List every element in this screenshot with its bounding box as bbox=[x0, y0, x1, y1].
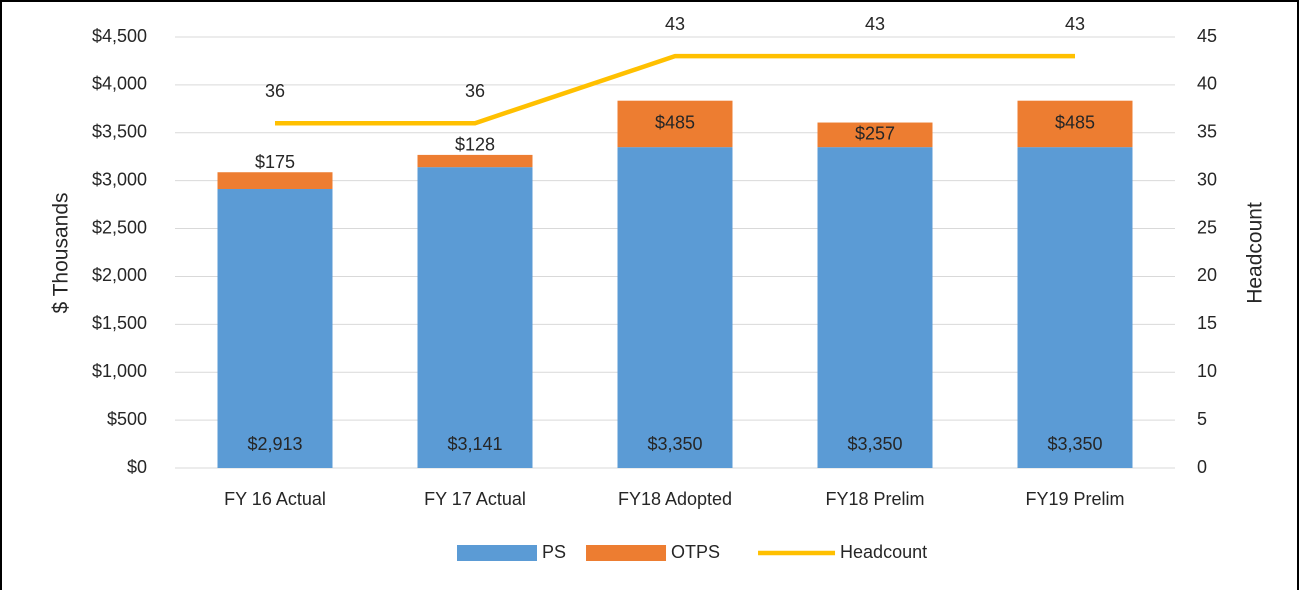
y-axis-title: $ Thousands bbox=[50, 192, 73, 313]
y-tick-label: $1,500 bbox=[92, 313, 147, 333]
x-tick-label: FY 17 Actual bbox=[424, 489, 526, 509]
legend-swatch bbox=[457, 545, 537, 561]
y2-tick-label: 0 bbox=[1197, 457, 1207, 477]
y-tick-label: $500 bbox=[107, 409, 147, 429]
y-tick-label: $2,500 bbox=[92, 217, 147, 237]
bar-segment bbox=[1017, 100, 1133, 148]
y2-tick-label: 45 bbox=[1197, 26, 1217, 46]
bar-segment bbox=[817, 122, 933, 148]
y-tick-label: $4,500 bbox=[92, 26, 147, 46]
y-tick-label: $0 bbox=[127, 457, 147, 477]
data-label: $3,350 bbox=[847, 434, 902, 454]
y2-tick-label: 10 bbox=[1197, 361, 1217, 381]
legend-swatch bbox=[586, 545, 667, 561]
data-label: $3,350 bbox=[1047, 434, 1102, 454]
data-label: $2,913 bbox=[247, 434, 302, 454]
data-label: $257 bbox=[855, 124, 895, 144]
bar-segment bbox=[617, 100, 733, 148]
data-label: 36 bbox=[265, 81, 285, 101]
data-label: 43 bbox=[665, 14, 685, 34]
data-label: $485 bbox=[1055, 113, 1095, 133]
bar-segment bbox=[217, 172, 333, 189]
line bbox=[275, 53, 1075, 126]
bar-segment bbox=[1017, 147, 1133, 468]
bar-segment bbox=[417, 167, 533, 469]
x-tick-label: FY18 Prelim bbox=[825, 489, 924, 509]
data-label: 36 bbox=[465, 81, 485, 101]
data-label: $485 bbox=[655, 113, 695, 133]
bar-segment bbox=[817, 147, 933, 468]
y2-tick-label: 25 bbox=[1197, 217, 1217, 237]
y2-tick-label: 30 bbox=[1197, 169, 1217, 189]
data-label: $3,141 bbox=[447, 434, 502, 454]
y-tick-label: $1,000 bbox=[92, 361, 147, 381]
bar-segment bbox=[217, 188, 333, 468]
data-label: 43 bbox=[865, 14, 885, 34]
data-label: 43 bbox=[1065, 14, 1085, 34]
data-label: $3,350 bbox=[647, 434, 702, 454]
legend-label: Headcount bbox=[840, 542, 927, 562]
data-label: $128 bbox=[455, 135, 495, 155]
legend-label: PS bbox=[542, 542, 566, 562]
y-tick-label: $3,500 bbox=[92, 122, 147, 142]
y-tick-label: $2,000 bbox=[92, 265, 147, 285]
y2-tick-label: 5 bbox=[1197, 409, 1207, 429]
x-tick-label: FY19 Prelim bbox=[1025, 489, 1124, 509]
x-tick-label: FY 16 Actual bbox=[224, 489, 326, 509]
y-tick-label: $3,000 bbox=[92, 169, 147, 189]
y2-tick-label: 35 bbox=[1197, 122, 1217, 142]
y2-tick-label: 20 bbox=[1197, 265, 1217, 285]
bar-segment bbox=[417, 154, 533, 168]
x-tick-label: FY18 Adopted bbox=[618, 489, 732, 509]
y-tick-label: $4,000 bbox=[92, 74, 147, 94]
y2-axis-title: Headcount bbox=[1244, 202, 1267, 304]
y2-tick-label: 15 bbox=[1197, 313, 1217, 333]
data-label: $175 bbox=[255, 152, 295, 172]
legend-label: OTPS bbox=[671, 542, 720, 562]
bar-segment bbox=[617, 147, 733, 468]
y2-tick-label: 40 bbox=[1197, 74, 1217, 94]
